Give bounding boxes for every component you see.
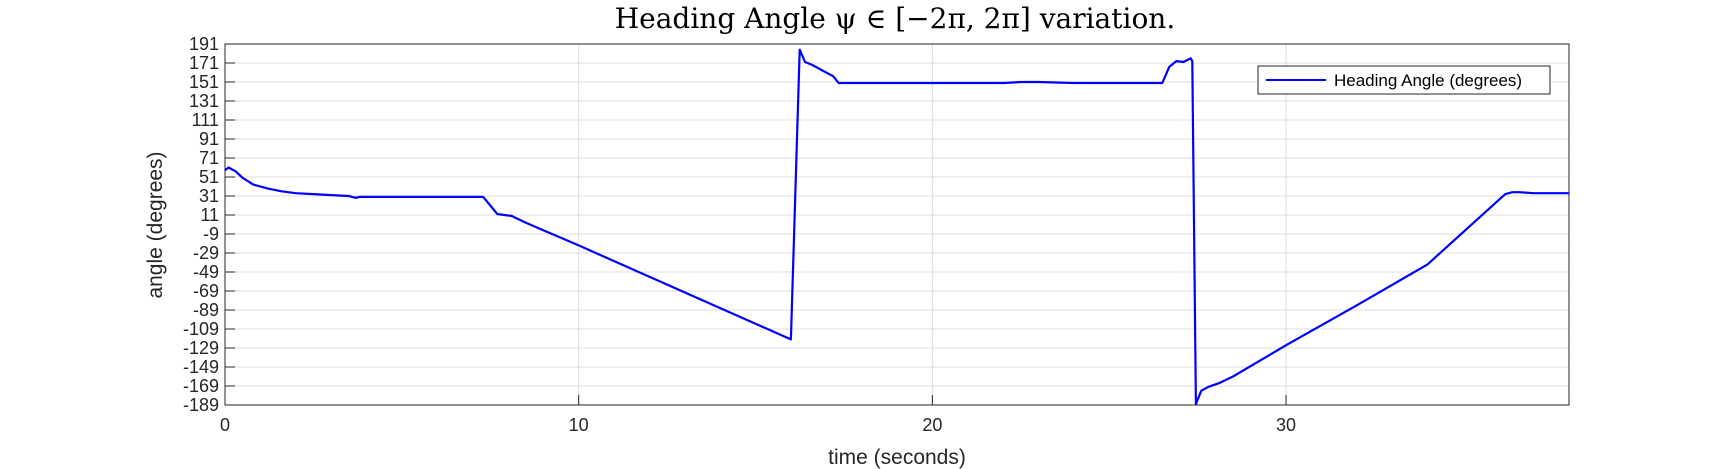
y-tick-label: -149	[183, 357, 219, 377]
y-tick-label: -89	[193, 300, 219, 320]
y-tick-label: 91	[199, 129, 219, 149]
x-tick-label: 10	[569, 415, 589, 435]
y-tick-label: -189	[183, 395, 219, 415]
x-tick-label: 30	[1276, 415, 1296, 435]
y-tick-label: -169	[183, 376, 219, 396]
y-tick-label: -29	[193, 243, 219, 263]
y-tick-label: 11	[200, 205, 219, 225]
y-tick-label: 31	[199, 186, 219, 206]
series-layer	[224, 48, 1569, 406]
grid-lines	[224, 43, 1569, 406]
y-tick-label: 191	[189, 34, 219, 54]
y-tick-label: -9	[203, 224, 219, 244]
y-tick-label: -129	[183, 338, 219, 358]
y-tick-label: -49	[193, 262, 219, 282]
y-tick-label: -109	[183, 319, 219, 339]
plot-area	[224, 43, 1570, 406]
x-tick-label: 0	[220, 415, 230, 435]
y-axis-label: angle (degrees)	[144, 151, 167, 298]
y-tick-label: 171	[189, 53, 219, 73]
y-axis: 1911711511311119171513111-9-29-49-69-89-…	[183, 34, 235, 415]
legend-label: Heading Angle (degrees)	[1334, 71, 1522, 90]
legend: Heading Angle (degrees)	[1257, 65, 1551, 95]
y-tick-label: 131	[189, 91, 219, 111]
y-tick-label: 71	[199, 148, 219, 168]
y-tick-label: -69	[193, 281, 219, 301]
x-axis-label: time (seconds)	[828, 446, 966, 469]
chart-title: Heading Angle ψ ∈ [−2π, 2π] variation.	[615, 2, 1176, 35]
y-tick-label: 111	[192, 110, 219, 130]
x-tick-label: 20	[922, 415, 942, 435]
x-axis: 0 10 20 30	[220, 395, 1296, 435]
series-line-heading-angle	[224, 48, 1569, 406]
y-tick-label: 51	[199, 167, 219, 187]
y-tick-label: 151	[189, 72, 219, 92]
